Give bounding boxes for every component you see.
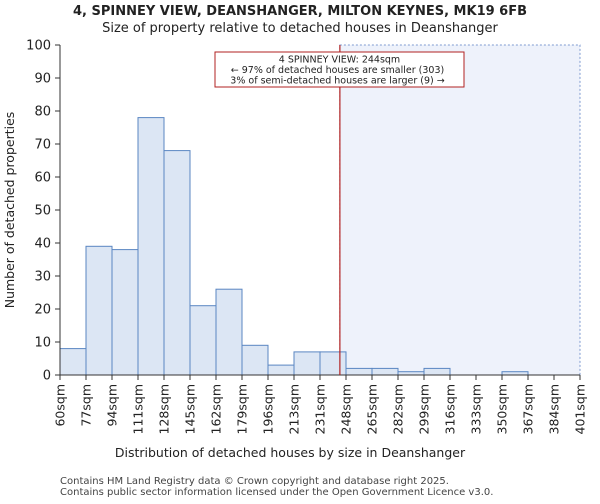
- y-tick-label: 100: [26, 39, 51, 54]
- x-tick-label: 60sqm: [53, 384, 68, 427]
- x-tick-label: 248sqm: [339, 384, 354, 434]
- x-tick-label: 299sqm: [417, 384, 432, 434]
- chart-title-line2: Size of property relative to detached ho…: [102, 21, 498, 36]
- histogram-bar: [163, 150, 191, 376]
- x-tick-label: 401sqm: [573, 384, 588, 434]
- x-tick-label: 179sqm: [235, 384, 250, 434]
- histogram-bar: [423, 367, 451, 376]
- histogram-bar: [293, 351, 321, 376]
- annotation-text: 4 SPINNEY VIEW: 244sqm: [279, 55, 400, 66]
- y-tick-label: 30: [34, 270, 51, 285]
- histogram-bar: [137, 117, 165, 376]
- y-tick-label: 10: [34, 336, 51, 351]
- x-tick-label: 384sqm: [547, 384, 562, 434]
- y-tick-label: 70: [34, 138, 51, 153]
- annotation-text: 3% of semi-detached houses are larger (9…: [230, 76, 444, 87]
- histogram-bar: [267, 364, 295, 376]
- x-tick-label: 282sqm: [391, 384, 406, 434]
- histogram-bar: [241, 344, 269, 376]
- annotation-box: [214, 51, 465, 88]
- chart-title-line1: 4, SPINNEY VIEW, DEANSHANGER, MILTON KEY…: [73, 4, 527, 19]
- x-tick-label: 128sqm: [157, 384, 172, 434]
- x-tick-label: 367sqm: [521, 384, 536, 434]
- x-tick-label: 333sqm: [469, 384, 484, 434]
- histogram-bar: [85, 245, 113, 376]
- histogram-bar: [59, 348, 87, 376]
- x-tick-label: 77sqm: [79, 384, 94, 427]
- y-tick-label: 90: [34, 72, 51, 87]
- x-tick-label: 94sqm: [105, 384, 120, 427]
- histogram-bar: [371, 367, 399, 376]
- plot-area: 0 10 20 30 40 50 60 70 80 90 100 60sqm 77sqm 94sqm 111…: [26, 39, 587, 435]
- footer-line2: Contains public sector information licen…: [60, 487, 493, 498]
- y-tick-label: 40: [34, 237, 51, 252]
- x-tick-label: 265sqm: [365, 384, 380, 434]
- histogram-bar: [189, 305, 217, 376]
- x-axis-label: Distribution of detached houses by size …: [115, 445, 466, 460]
- x-tick-label: 145sqm: [183, 384, 198, 434]
- y-tick-label: 60: [34, 171, 51, 186]
- x-tick-label: 213sqm: [287, 384, 302, 434]
- x-tick-label: 231sqm: [313, 384, 328, 434]
- footer-line1: Contains HM Land Registry data © Crown c…: [60, 476, 449, 487]
- y-axis-label: Number of detached properties: [2, 112, 17, 309]
- y-tick-label: 50: [34, 204, 51, 219]
- histogram-bar: [111, 249, 139, 376]
- x-tick-label: 196sqm: [261, 384, 276, 434]
- annotation-text: ← 97% of detached houses are smaller (30…: [231, 65, 444, 76]
- y-tick-label: 0: [43, 369, 51, 384]
- y-tick-label: 20: [34, 303, 51, 318]
- histogram-bar: [345, 367, 373, 376]
- x-tick-label: 111sqm: [131, 384, 146, 434]
- x-tick-label: 316sqm: [443, 384, 458, 434]
- y-tick-label: 80: [34, 105, 51, 120]
- x-tick-label: 162sqm: [209, 384, 224, 434]
- histogram-bar: [215, 288, 243, 376]
- histogram-bar: [319, 351, 347, 376]
- x-tick-label: 350sqm: [495, 384, 510, 434]
- larger-region-shading: [339, 44, 581, 376]
